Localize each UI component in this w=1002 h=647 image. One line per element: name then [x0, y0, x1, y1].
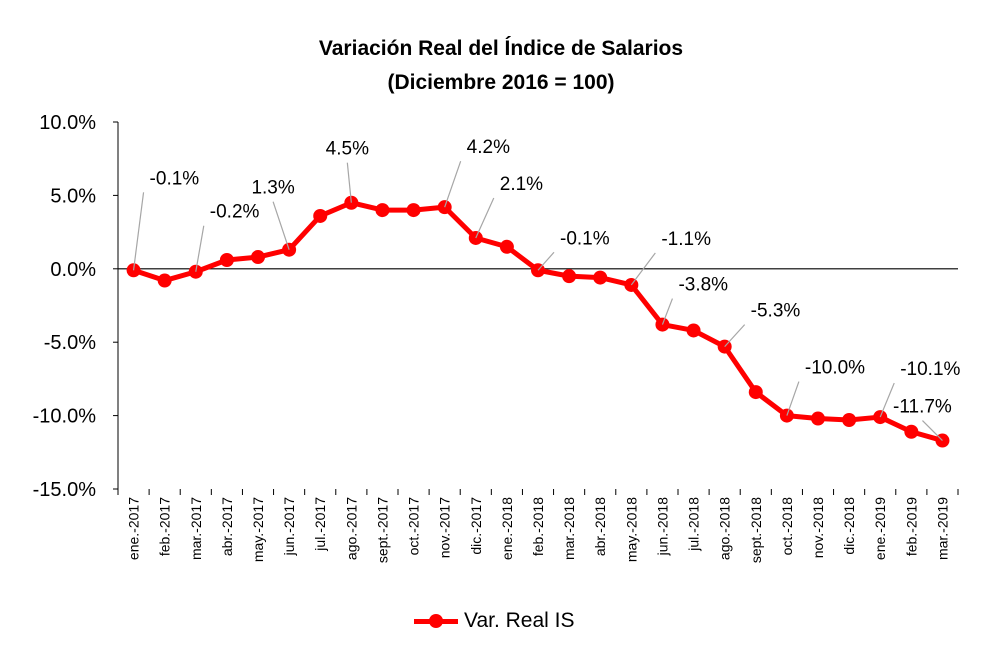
data-label: 2.1%: [500, 174, 543, 195]
data-point: [313, 208, 328, 223]
x-tick-label: nov.-2018: [810, 497, 826, 558]
x-tick-label: may.-2017: [250, 497, 266, 562]
x-tick-label: ene.-2017: [126, 497, 142, 560]
x-tick-label: mar.-2019: [934, 497, 950, 560]
x-tick-label: dic.-2017: [468, 497, 484, 555]
data-point: [562, 269, 577, 284]
data-point: [748, 385, 763, 400]
data-label-leader: [879, 382, 895, 418]
x-tick-label: feb.-2018: [530, 497, 546, 556]
x-tick-label: abr.-2017: [219, 497, 235, 556]
data-label: 4.2%: [467, 137, 510, 158]
x-tick-label: nov.-2017: [437, 497, 453, 558]
data-label: -0.2%: [210, 202, 260, 223]
y-tick-label: -5.0%: [44, 332, 96, 354]
x-tick-label: jul.-2017: [312, 497, 328, 552]
x-tick-label: may.-2018: [623, 497, 639, 562]
y-tick-label: 0.0%: [50, 259, 96, 281]
data-label-leader: [475, 197, 495, 239]
data-point: [375, 203, 390, 218]
data-point: [251, 250, 265, 265]
data-label: -10.1%: [900, 359, 960, 380]
data-label: -0.1%: [150, 168, 200, 189]
data-label: 4.5%: [326, 139, 369, 160]
y-tick-label: -15.0%: [33, 479, 97, 501]
x-tick-label: ago.-2017: [343, 497, 359, 560]
y-tick-label: 5.0%: [50, 185, 96, 207]
x-tick-label: mar.-2018: [561, 497, 577, 560]
data-point: [219, 252, 234, 267]
data-point: [842, 413, 857, 428]
data-point: [499, 239, 514, 254]
data-point: [904, 424, 919, 439]
data-label-leader: [132, 192, 145, 271]
chart-title: Variación Real del Índice de Salarios: [318, 37, 684, 60]
data-point: [157, 273, 172, 288]
data-label: -10.0%: [805, 358, 865, 379]
data-label: -1.1%: [661, 229, 711, 250]
y-tick-label: -10.0%: [33, 406, 97, 428]
data-point: [686, 323, 701, 338]
data-label-leader: [630, 252, 656, 286]
data-label: -5.3%: [751, 301, 801, 322]
data-label-leader: [922, 420, 943, 441]
x-tick-label: sept.-2018: [748, 497, 764, 563]
data-label-leader: [724, 324, 746, 348]
data-label-leader: [537, 251, 555, 271]
x-tick-label: mar.-2017: [188, 497, 204, 560]
legend-swatch: [414, 613, 458, 628]
data-label: -0.1%: [560, 228, 610, 249]
legend-label: Var. Real IS: [464, 609, 575, 632]
data-label-leader: [346, 162, 352, 203]
x-tick-label: abr.-2018: [592, 497, 608, 556]
x-tick-label: oct.-2018: [779, 497, 795, 556]
data-point: [406, 203, 421, 218]
data-label-leader: [661, 298, 674, 325]
data-point: [593, 270, 608, 285]
series-line: [131, 200, 945, 444]
x-tick-label: jul.-2018: [686, 497, 702, 552]
chart-legend: Var. Real IS: [414, 606, 575, 636]
data-label: -3.8%: [678, 275, 728, 296]
data-point: [811, 411, 825, 426]
data-label-leader: [444, 160, 462, 208]
x-tick-label: feb.-2019: [903, 497, 919, 556]
data-label-leader: [786, 381, 800, 416]
data-label-leader: [272, 201, 290, 250]
data-label-leader: [195, 225, 205, 272]
x-tick-label: ago.-2018: [717, 497, 733, 560]
chart-title-block: Variación Real del Índice de Salarios (D…: [0, 32, 1002, 100]
x-tick-label: feb.-2017: [157, 497, 173, 556]
x-tick-label: jun.-2017: [281, 497, 297, 557]
x-tick-label: sept.-2017: [374, 497, 390, 563]
data-label: -11.7%: [893, 397, 952, 418]
x-tick-label: dic.-2018: [841, 497, 857, 555]
data-label: 1.3%: [251, 178, 294, 199]
chart-subtitle: (Diciembre 2016 = 100): [387, 71, 615, 94]
x-tick-label: oct.-2017: [406, 497, 422, 556]
x-tick-label: ene.-2019: [872, 497, 888, 560]
y-tick-label: 10.0%: [39, 112, 96, 134]
x-tick-label: ene.-2018: [499, 497, 515, 560]
x-tick-label: jun.-2018: [654, 497, 670, 557]
